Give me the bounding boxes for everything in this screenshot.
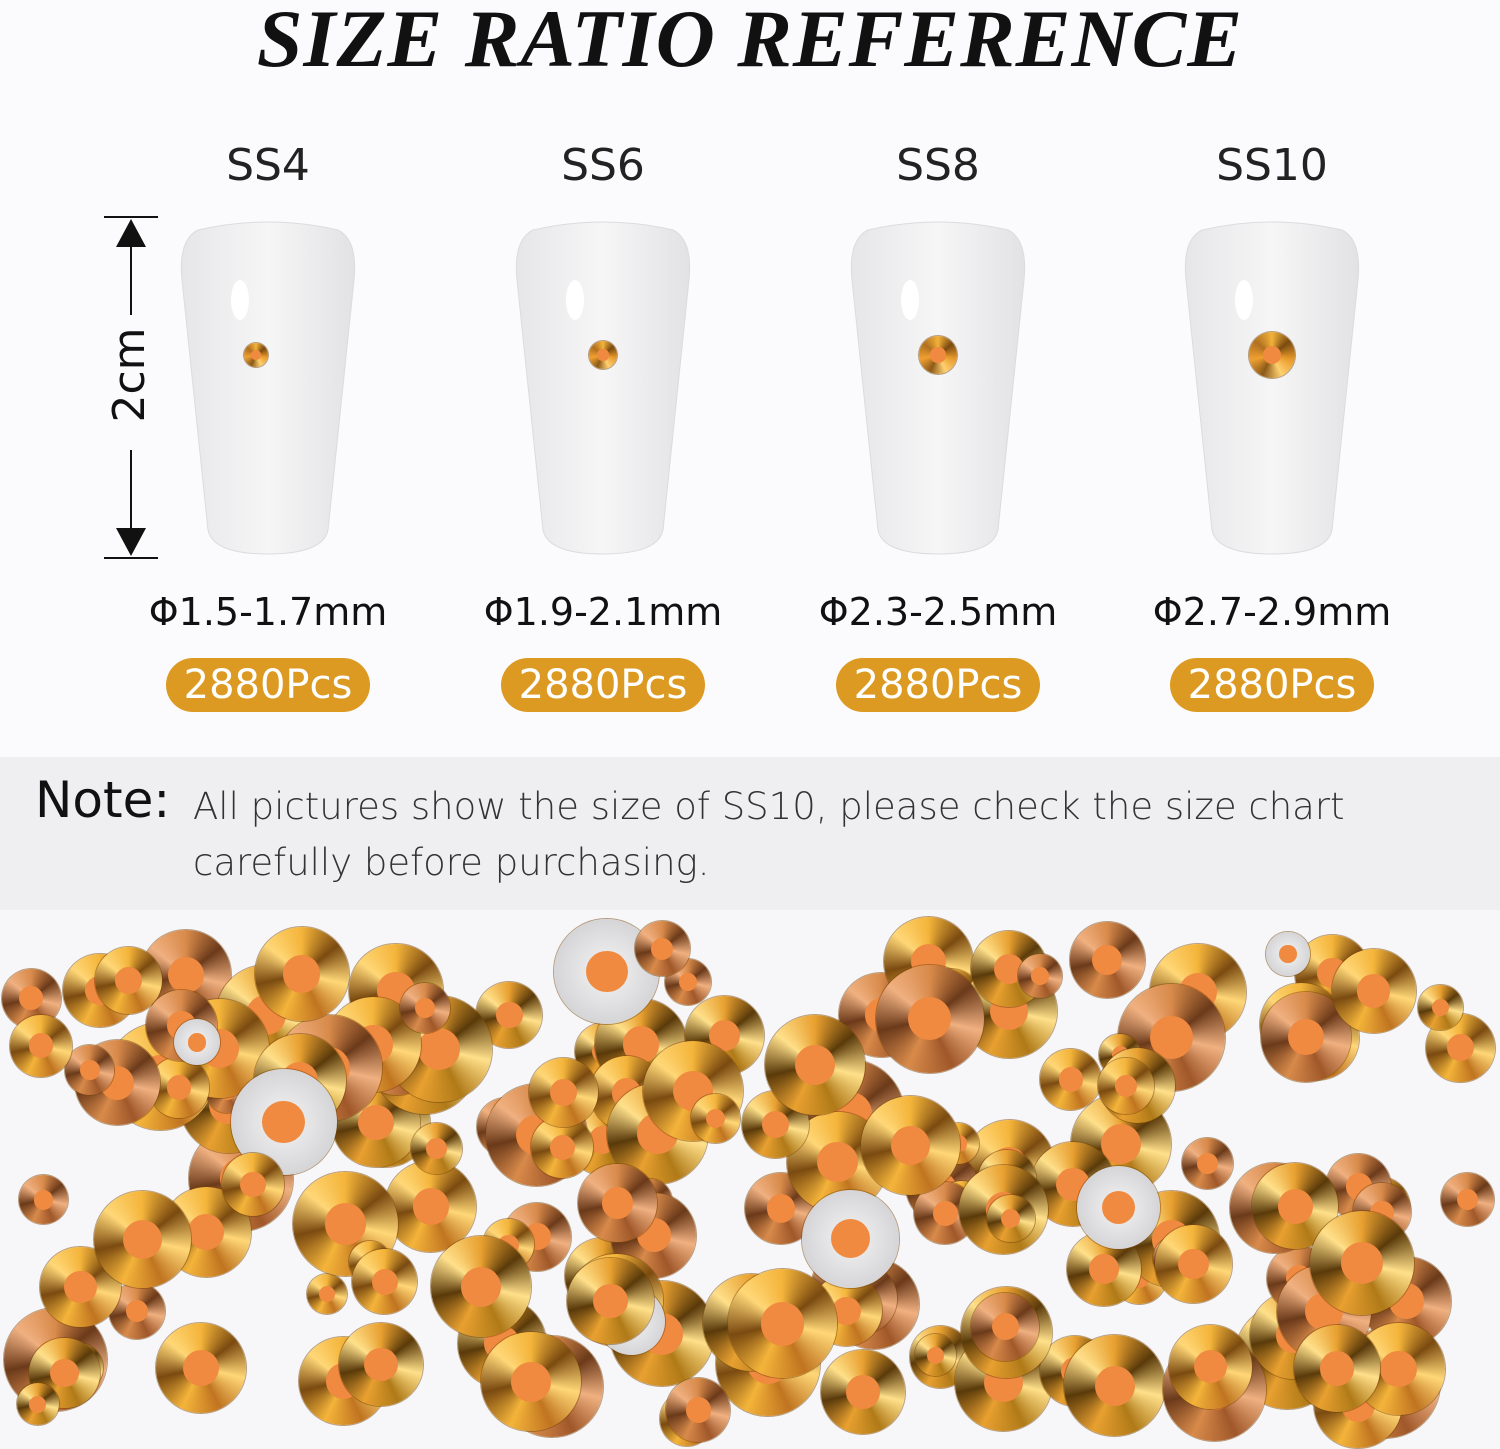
rhinestone — [352, 1249, 418, 1315]
rhinestone — [385, 1161, 477, 1253]
rhinestone — [690, 1094, 740, 1144]
nail-tip-image — [850, 221, 1026, 555]
rhinestone — [1076, 1165, 1160, 1249]
size-name: SS4 — [226, 140, 310, 191]
rhinestone — [1069, 922, 1146, 998]
count-badge: 2880Pcs — [836, 658, 1040, 712]
size-column-ss10: SS10 Φ2.7-2.9mm 2880Pcs — [1122, 140, 1422, 712]
size-name: SS6 — [561, 140, 645, 191]
size-name: SS10 — [1216, 140, 1328, 191]
rhinestone — [1261, 991, 1352, 1082]
rhinestone — [801, 1190, 900, 1288]
count-badge: 2880Pcs — [166, 658, 370, 712]
rhinestone — [16, 1383, 59, 1426]
rhinestone — [1098, 1058, 1154, 1114]
diameter-label: Φ1.5-1.7mm — [148, 590, 388, 634]
note-text: All pictures show the size of SS10, plea… — [193, 785, 1345, 884]
rhinestone — [914, 1334, 957, 1377]
rhinestone — [430, 1236, 532, 1337]
rhinestone — [64, 1045, 115, 1095]
rhinestone — [254, 927, 349, 1022]
diameter-label: Φ2.3-2.5mm — [818, 590, 1058, 634]
ruler-arrow-icon — [104, 216, 158, 559]
rhinestone — [95, 947, 163, 1015]
rhinestone — [821, 1350, 906, 1435]
size-column-ss6: SS6 Φ1.9-2.1mm 2880Pcs — [453, 140, 753, 712]
diameter-label: Φ2.7-2.9mm — [1152, 590, 1392, 634]
rhinestone — [1168, 1324, 1253, 1409]
page-title: SIZE RATIO REFERENCE — [256, 0, 1244, 84]
rhinestone — [1266, 932, 1310, 976]
rhinestone — [399, 982, 450, 1034]
rhinestone — [666, 1377, 731, 1442]
rhinestone — [1426, 1013, 1495, 1082]
rhinestone — [173, 1019, 221, 1066]
rhinestone — [1418, 985, 1463, 1030]
size-column-ss8: SS8 Φ2.3-2.5mm 2880Pcs — [788, 140, 1088, 712]
rhinestone — [1064, 1335, 1166, 1436]
nail-tip-image — [1184, 221, 1360, 555]
nail-tip-image — [515, 221, 691, 555]
rhinestone — [93, 1190, 192, 1288]
nail-tip-image — [180, 221, 356, 555]
note-label: Note: — [35, 771, 171, 829]
rhinestone — [567, 1257, 654, 1345]
rhinestone — [155, 1322, 246, 1413]
rhinestone — [410, 1122, 462, 1175]
rhinestone — [728, 1269, 837, 1379]
rhinestone — [339, 1322, 423, 1406]
rhinestone-sample — [589, 341, 617, 369]
count-badge: 2880Pcs — [501, 658, 705, 712]
rhinestone — [19, 1175, 69, 1225]
rhinestone — [528, 1058, 598, 1128]
rhinestone — [971, 1292, 1040, 1361]
rhinestone-sample — [919, 336, 957, 374]
rhinestone — [765, 1015, 866, 1115]
rhinestone — [10, 1014, 72, 1077]
rhinestone — [875, 964, 984, 1073]
ruler-label: 2cm — [104, 327, 155, 423]
rhinestone — [987, 1194, 1035, 1243]
rhinestone — [1441, 1173, 1495, 1226]
rhinestone-sample — [244, 343, 268, 367]
rhinestone — [578, 1163, 657, 1243]
count-badge: 2880Pcs — [1170, 658, 1374, 712]
rhinestone — [480, 1331, 581, 1432]
note-band: Note: All pictures show the size of SS10… — [0, 757, 1500, 910]
rhinestone — [1154, 1225, 1233, 1303]
rhinestone — [221, 1152, 285, 1216]
rhinestone — [307, 1273, 348, 1314]
rhinestone — [1331, 949, 1416, 1033]
rhinestone — [1040, 1049, 1102, 1110]
rhinestone-sample — [1249, 332, 1295, 378]
rhinestone — [1017, 953, 1062, 998]
rhinestone — [861, 1095, 960, 1195]
diameter-label: Φ1.9-2.1mm — [483, 590, 723, 634]
rhinestone — [1293, 1324, 1381, 1412]
rhinestone — [634, 920, 691, 977]
rhinestone — [1309, 1210, 1414, 1315]
rhinestones-photo — [0, 910, 1500, 1449]
size-name: SS8 — [896, 140, 980, 191]
rhinestone — [1182, 1137, 1234, 1190]
size-column-ss4: SS4 Φ1.5-1.7mm 2880Pcs — [118, 140, 418, 712]
